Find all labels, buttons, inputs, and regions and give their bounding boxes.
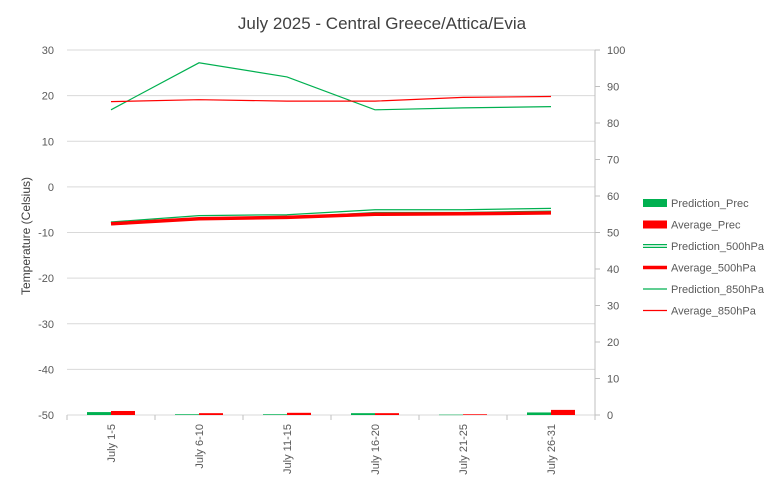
legend-prediction-500hpa-label: Prediction_500hPa: [671, 241, 765, 253]
legend-prediction-prec-label: Prediction_Prec: [671, 198, 749, 210]
x-tick-label: July 1-5: [106, 424, 118, 463]
y-tick-label: -50: [38, 410, 54, 422]
y-tick-label: -40: [38, 364, 54, 376]
line-average-850hpa: [110, 95, 552, 103]
y2-tick-label: 80: [607, 118, 619, 130]
chart-title: July 2025 - Central Greece/Attica/Evia: [238, 14, 527, 33]
line-average-500hpa: [110, 211, 552, 226]
bar-prediction-prec: [351, 413, 375, 415]
x-tick-label: July 16-20: [370, 424, 382, 475]
y-tick-label: 10: [42, 136, 54, 148]
legend-average-500hpa-label: Average_500hPa: [671, 263, 757, 275]
line-prediction-850hpa: [110, 62, 552, 111]
y2-tick-label: 100: [607, 45, 625, 57]
x-tick-label: July 6-10: [194, 424, 206, 469]
bar-prediction-prec: [175, 414, 199, 415]
x-tick-label: July 21-25: [458, 424, 470, 475]
legend-average-prec-swatch: [643, 220, 667, 229]
y2-tick-label: 30: [607, 301, 619, 313]
bar-prediction-prec: [263, 414, 287, 415]
y-tick-label: 0: [48, 182, 54, 194]
bar-average-prec: [463, 414, 487, 415]
y2-tick-label: 10: [607, 374, 619, 386]
bar-average-prec: [375, 413, 399, 415]
axes: 3020100-10-20-30-40-50100908070605040302…: [38, 45, 625, 475]
y-tick-label: -30: [38, 319, 54, 331]
bar-prediction-prec: [527, 412, 551, 415]
bars: [87, 409, 575, 416]
x-tick-label: July 11-15: [282, 424, 294, 474]
y2-tick-label: 0: [607, 410, 613, 422]
y-axis-label: Temperature (Celsius): [19, 177, 33, 295]
legend-average-prec-label: Average_Prec: [671, 220, 741, 232]
y-tick-label: 20: [42, 91, 54, 103]
bar-prediction-prec: [439, 414, 463, 416]
bar-prediction-prec: [87, 412, 111, 415]
y-tick-label: 30: [42, 45, 54, 57]
bar-average-prec: [199, 413, 223, 415]
y2-tick-label: 70: [607, 155, 619, 167]
legend-prediction-prec-swatch: [643, 199, 667, 207]
x-tick-label: July 26-31: [546, 424, 558, 475]
y2-tick-label: 50: [607, 228, 619, 240]
y2-tick-label: 20: [607, 337, 619, 349]
bar-average-prec: [287, 412, 311, 415]
bar-average-prec: [551, 409, 575, 415]
legend: Prediction_Prec Average_Prec Prediction_50…: [643, 198, 765, 318]
lines: [110, 62, 552, 226]
legend-average-850hpa-label: Average_850hPa: [671, 306, 757, 318]
y2-tick-label: 60: [607, 191, 619, 203]
bar-average-prec: [111, 410, 135, 415]
legend-prediction-850hpa-label: Prediction_850hPa: [671, 284, 765, 296]
y2-tick-label: 40: [607, 264, 619, 276]
y-tick-label: -10: [38, 228, 54, 240]
y2-tick-label: 90: [607, 82, 619, 94]
y-tick-label: -20: [38, 273, 54, 285]
